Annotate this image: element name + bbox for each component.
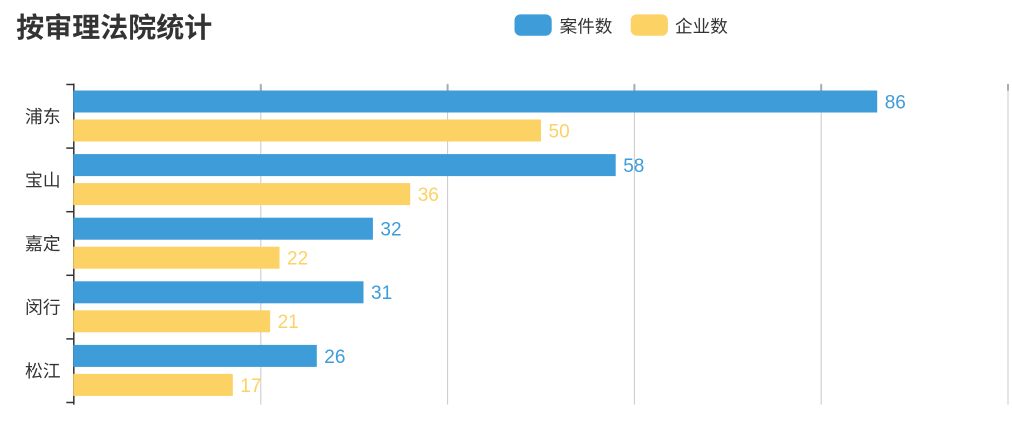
svg-text:50: 50 xyxy=(549,121,570,142)
svg-text:58: 58 xyxy=(623,156,644,177)
svg-text:86: 86 xyxy=(885,92,906,113)
svg-text:31: 31 xyxy=(371,283,392,304)
svg-text:32: 32 xyxy=(380,220,401,241)
svg-text:21: 21 xyxy=(278,312,299,333)
svg-text:36: 36 xyxy=(418,185,439,206)
svg-text:17: 17 xyxy=(240,376,261,397)
svg-text:22: 22 xyxy=(287,249,308,270)
svg-text:26: 26 xyxy=(324,347,345,368)
